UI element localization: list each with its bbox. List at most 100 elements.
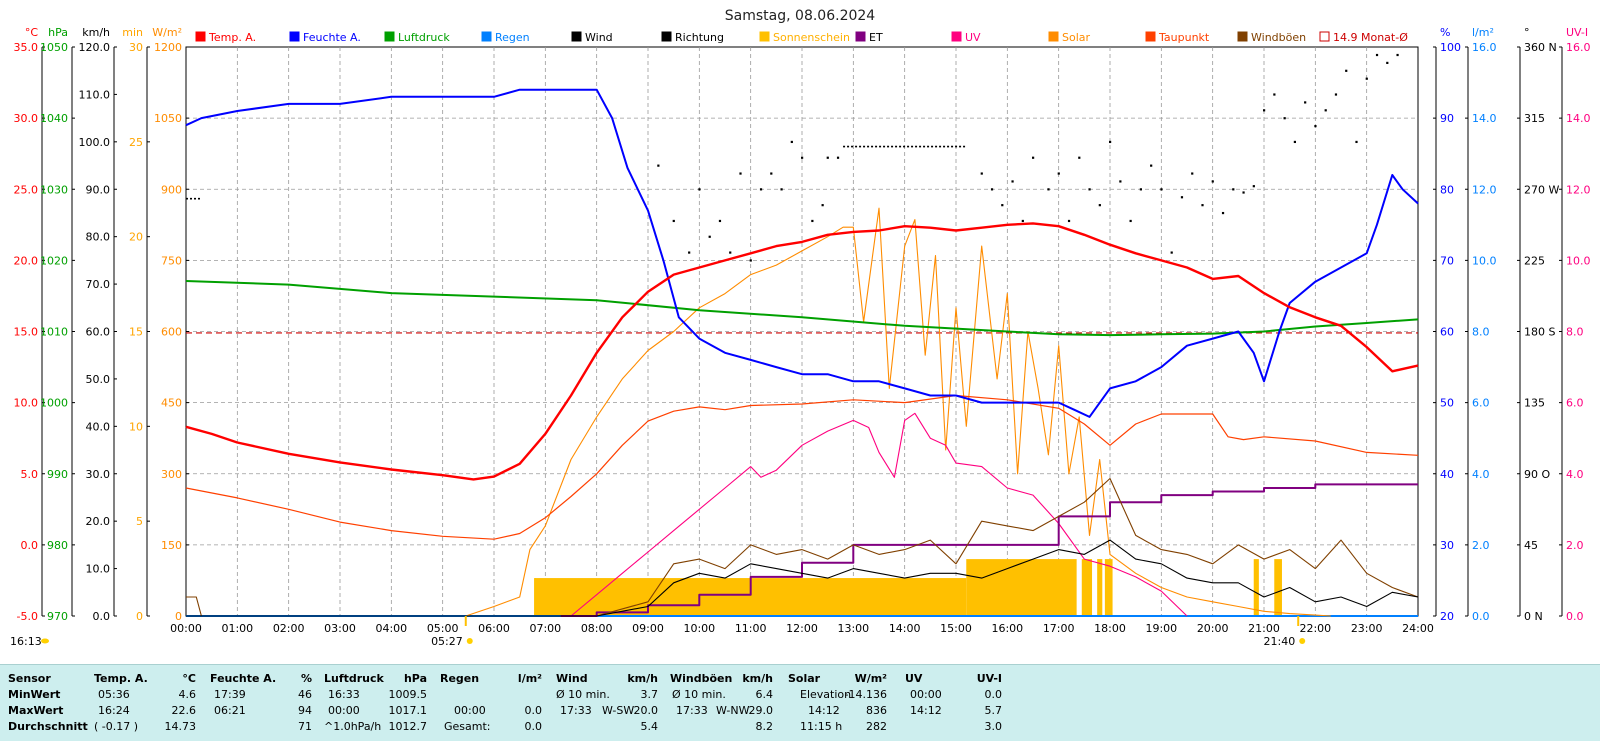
direction-point: [1314, 125, 1317, 128]
axis-tick-label: 5: [136, 515, 143, 528]
direction-point: [759, 188, 763, 191]
summary-table: Sensor Temp. A. °C Feuchte A. % Luftdruc…: [0, 664, 1600, 741]
x-markers: 05:27 21:40 16:13: [10, 616, 1306, 648]
direction-point: [1396, 53, 1399, 57]
summary-header-gust-unit: km/h: [742, 672, 773, 685]
legend-label: Sonnenschein: [773, 31, 850, 44]
axis-tick-label: 100: [1440, 41, 1461, 54]
summary-gust-time: Ø 10 min.: [672, 688, 726, 701]
axis-unit-label: °C: [25, 26, 39, 39]
axis-tick-label: 1040: [40, 112, 68, 125]
axis-tick-label: 1010: [40, 326, 68, 339]
axis-tick-label: 0 N: [1524, 610, 1543, 623]
direction-point: [1191, 172, 1194, 175]
axis-tick-label: 0: [136, 610, 143, 623]
direction-point: [811, 219, 814, 223]
summary-gust-dir: W-NW: [716, 704, 750, 717]
sunshine-bar: [1274, 559, 1282, 616]
axis-tick-label: 90 O: [1524, 468, 1550, 481]
summary-temp-value: 22.6: [171, 704, 197, 717]
axis-tick-label: 10.0: [1472, 254, 1497, 267]
x-tick-label: 17:00: [1043, 622, 1075, 635]
axis-tick-label: 225: [1524, 254, 1545, 267]
direction-point: [1232, 188, 1235, 191]
summary-hum-value: 46: [298, 688, 312, 701]
weather-chart: Samstag, 08.06.2024 Temp. A. Feuchte A. Lu…: [10, 8, 1591, 648]
direction-point: [749, 259, 752, 262]
sunrise-sun-icon: [466, 638, 473, 644]
legend-label: Wind: [585, 31, 613, 44]
direction-point: [1252, 185, 1255, 188]
direction-point: [990, 188, 994, 191]
axis-tick-label: 750: [161, 254, 182, 267]
sunset-label: 21:40: [1264, 635, 1296, 648]
axis-tick-label: 600: [161, 326, 182, 339]
summary-uv-value: 3.0: [984, 720, 1003, 733]
summary-solar-time: Elevation: [800, 688, 852, 701]
direction-point: [1263, 109, 1266, 112]
axis-tick-label: 12.0: [1472, 183, 1497, 196]
summary-row-avg: Durchschnitt ( -0.17 ) 14.73 71 ^1.0hPa/…: [0, 720, 1600, 736]
sunshine-bar: [1104, 559, 1113, 616]
direction-point: [698, 188, 701, 191]
axis-tick-label: 150: [161, 539, 182, 552]
chart-title: Samstag, 08.06.2024: [725, 8, 876, 24]
legend-label: Luftdruck: [398, 31, 450, 44]
x-tick-label: 08:00: [581, 622, 613, 635]
summary-press-value: 1009.5: [388, 688, 428, 701]
axis-tick-label: 20.0: [86, 515, 111, 528]
summary-temp-time: 05:36: [98, 688, 130, 701]
sunshine-bar: [534, 578, 537, 616]
axis-tick-label: 4.0: [1566, 468, 1584, 481]
x-tick-label: 14:00: [889, 622, 921, 635]
legend-label: Temp. A.: [208, 31, 256, 44]
summary-press-time: 00:00: [328, 704, 360, 717]
summary-wind-time: Ø 10 min.: [556, 688, 610, 701]
summary-press-value: 1017.1: [388, 704, 428, 717]
axis-tick-label: 80.0: [86, 231, 111, 244]
direction-point: [718, 219, 722, 223]
legend-label: Windböen: [1251, 31, 1306, 44]
axis-unit-label: hPa: [48, 26, 68, 39]
summary-header-row: Sensor Temp. A. °C Feuchte A. % Luftdruc…: [0, 672, 1600, 688]
summary-uv-value: 5.7: [984, 704, 1003, 717]
axis-tick-label: 300: [161, 468, 182, 481]
axis-tick-label: 10.0: [86, 563, 111, 576]
x-tick-label: 16:00: [991, 622, 1023, 635]
summary-wind-value: 3.7: [640, 688, 659, 701]
legend-swatch: [1048, 31, 1059, 42]
summary-header-temp: Temp. A.: [94, 672, 148, 685]
summary-solar-value: 282: [866, 720, 887, 733]
axis-tick-label: 20: [1440, 610, 1454, 623]
summary-solar-value: -14.136: [844, 688, 887, 701]
axis-tick-label: 6.0: [1566, 397, 1584, 410]
direction-point: [1160, 188, 1163, 191]
summary-uv-time: 14:12: [910, 704, 942, 717]
axis-tick-label: 8.0: [1472, 326, 1490, 339]
legend: Temp. A. Feuchte A. Luftdruck Regen Wind Rich…: [195, 31, 1408, 44]
x-tick-label: 00:00: [170, 622, 202, 635]
series-line-feuchte-a: [185, 88, 1419, 418]
direction-point: [1129, 219, 1132, 223]
direction-point: [1211, 180, 1214, 183]
x-tick-label: 07:00: [529, 622, 561, 635]
clock-sun-icon: [41, 638, 49, 644]
direction-point: [780, 188, 783, 191]
summary-row-label: Durchschnitt: [8, 720, 88, 733]
axis-tick-label: 360 N: [1524, 41, 1557, 54]
legend-swatch: [855, 31, 866, 42]
summary-solar-time: 14:12: [808, 704, 840, 717]
plot-grid: [185, 46, 1419, 617]
axis-tick-label: 70: [1440, 254, 1454, 267]
legend-label: Regen: [495, 31, 530, 44]
direction-point: [1201, 204, 1204, 207]
series-line-et: [560, 483, 1418, 617]
axis-tick-label: 0: [175, 610, 182, 623]
summary-rain-time: Gesamt:: [444, 720, 491, 733]
axis-tick-label: 60.0: [86, 326, 111, 339]
axis-tick-label: 1200: [154, 41, 182, 54]
axis-tick-label: 1050: [154, 112, 182, 125]
axis-tick-label: 60: [1440, 326, 1454, 339]
summary-row-label: MinWert: [8, 688, 61, 701]
axis-tick-label: 90.0: [86, 183, 111, 196]
